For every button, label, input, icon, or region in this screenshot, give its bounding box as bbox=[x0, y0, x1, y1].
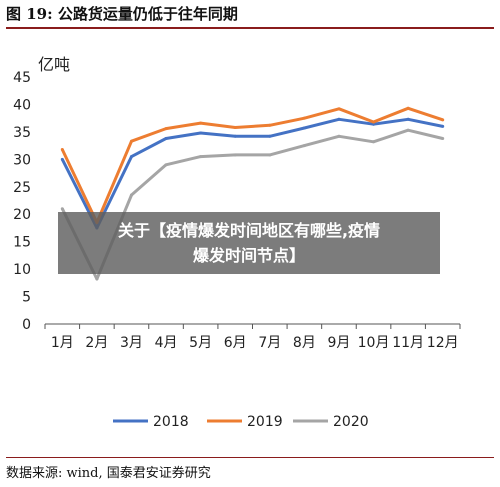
y-tick-label: 45 bbox=[13, 70, 31, 86]
data-point-2019 bbox=[268, 123, 272, 127]
legend-label-2018: 2018 bbox=[153, 414, 189, 430]
data-point-2020 bbox=[199, 155, 203, 159]
data-point-2020 bbox=[129, 193, 133, 197]
legend-label-2019: 2019 bbox=[247, 414, 283, 430]
series-line-2018 bbox=[60, 117, 444, 230]
x-tick-label: 1月 bbox=[51, 335, 74, 351]
y-tick-label: 0 bbox=[22, 317, 31, 333]
footer-divider bbox=[6, 457, 494, 458]
y-tick-label: 30 bbox=[13, 152, 31, 168]
data-point-2020 bbox=[441, 136, 445, 140]
legend: 2018 2019 2020 bbox=[113, 414, 369, 430]
data-point-2019 bbox=[60, 147, 64, 151]
data-point-2020 bbox=[372, 140, 376, 144]
data-point-2019 bbox=[199, 121, 203, 125]
y-tick-label: 35 bbox=[13, 125, 31, 141]
data-point-2020 bbox=[60, 207, 64, 211]
series-line-2019 bbox=[60, 106, 444, 224]
data-point-2020 bbox=[164, 163, 168, 167]
y-tick-label: 15 bbox=[13, 235, 31, 251]
headline-overlay[interactable]: 关于【疫情爆发时间地区有哪些,疫情 爆发时间节点】 bbox=[58, 212, 440, 274]
x-tick-label: 3月 bbox=[120, 335, 143, 351]
title-divider bbox=[6, 27, 494, 29]
data-point-2018 bbox=[233, 134, 237, 138]
x-tick-label: 7月 bbox=[258, 335, 281, 351]
data-point-2018 bbox=[268, 134, 272, 138]
data-point-2019 bbox=[233, 125, 237, 129]
x-tick-label: 2月 bbox=[85, 335, 108, 351]
y-tick-label: 5 bbox=[22, 290, 31, 306]
data-point-2019 bbox=[441, 118, 445, 122]
data-point-2018 bbox=[60, 157, 64, 161]
data-point-2019 bbox=[406, 106, 410, 110]
data-source: 数据来源: wind, 国泰君安证券研究 bbox=[6, 466, 211, 481]
overlay-line-1: 关于【疫情爆发时间地区有哪些,疫情 bbox=[117, 221, 381, 240]
data-point-2018 bbox=[164, 136, 168, 140]
y-tick-label: 10 bbox=[13, 262, 31, 278]
data-point-2018 bbox=[199, 131, 203, 135]
data-point-2018 bbox=[302, 126, 306, 130]
series-line-2020 bbox=[60, 128, 444, 281]
data-point-2019 bbox=[164, 127, 168, 131]
x-tick-label: 10月 bbox=[358, 335, 390, 351]
x-tick-label: 5月 bbox=[189, 335, 212, 351]
x-tick-label: 9月 bbox=[327, 335, 350, 351]
x-tick-label: 8月 bbox=[293, 335, 316, 351]
data-point-2019 bbox=[302, 116, 306, 120]
y-tick-label: 20 bbox=[13, 207, 31, 223]
x-tick-label: 4月 bbox=[155, 335, 178, 351]
data-point-2020 bbox=[233, 153, 237, 157]
data-point-2018 bbox=[441, 124, 445, 128]
data-point-2020 bbox=[406, 128, 410, 132]
y-unit-label: 亿吨 bbox=[38, 55, 70, 74]
x-tick-label: 6月 bbox=[224, 335, 247, 351]
data-point-2020 bbox=[95, 277, 99, 281]
x-tick-label: 12月 bbox=[427, 335, 459, 351]
data-point-2018 bbox=[337, 117, 341, 121]
y-tick-label: 25 bbox=[13, 180, 31, 196]
data-point-2018 bbox=[372, 122, 376, 126]
data-point-2019 bbox=[372, 120, 376, 124]
y-tick-label: 40 bbox=[13, 97, 31, 113]
line-chart: 亿吨 0 5 10 15 20 25 30 35 40 45 1月 2月 3月 4月 5月 6月 7月 8月 9月 1… bbox=[13, 55, 461, 430]
data-point-2018 bbox=[406, 117, 410, 121]
x-tick-label: 11月 bbox=[392, 335, 424, 351]
data-point-2019 bbox=[129, 139, 133, 143]
overlay-line-2: 爆发时间节点】 bbox=[192, 246, 305, 265]
figure-title: 图 19: 公路货运量仍低于往年同期 bbox=[6, 5, 238, 23]
data-point-2020 bbox=[337, 134, 341, 138]
data-point-2018 bbox=[129, 155, 133, 159]
data-point-2020 bbox=[268, 153, 272, 157]
data-point-2020 bbox=[302, 144, 306, 148]
data-point-2019 bbox=[337, 107, 341, 111]
legend-label-2020: 2020 bbox=[333, 414, 369, 430]
